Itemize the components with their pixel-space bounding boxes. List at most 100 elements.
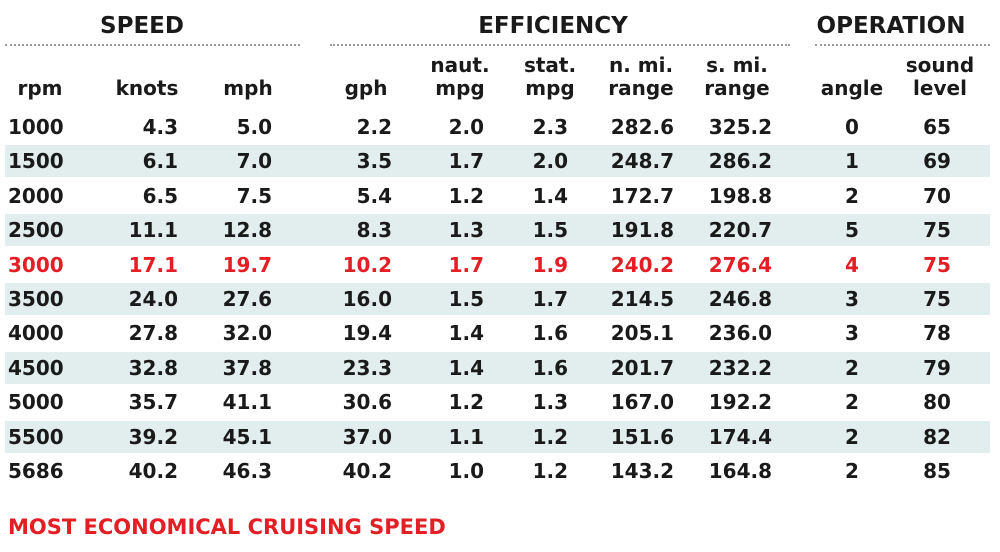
column-header: stat. xyxy=(523,53,577,77)
cell: 191.8 xyxy=(610,218,674,243)
cell: 3500 xyxy=(8,287,64,311)
cell: 1.1 xyxy=(448,424,484,449)
cell: 5.0 xyxy=(236,115,272,139)
cell: 240.2 xyxy=(610,252,674,277)
cell: 3 xyxy=(845,321,859,346)
cell: 1 xyxy=(845,149,859,174)
cell: 5686 xyxy=(8,459,64,483)
column-header: mpg xyxy=(435,76,485,100)
cell: 2 xyxy=(845,355,859,380)
cell: 78 xyxy=(923,321,951,346)
cell: 0 xyxy=(845,115,859,139)
cell: 3.5 xyxy=(356,149,392,174)
cell: 201.7 xyxy=(610,355,674,380)
cell: 4000 xyxy=(8,321,64,346)
cell: 172.7 xyxy=(610,183,674,208)
cell: 1.4 xyxy=(448,321,484,346)
cell: 143.2 xyxy=(610,459,674,483)
cell: 2 xyxy=(845,183,859,208)
cell: 8.3 xyxy=(356,218,392,243)
column-header: gph xyxy=(344,76,388,100)
cell: 1.6 xyxy=(532,355,568,380)
column-header: angle xyxy=(820,76,884,100)
cell: 39.2 xyxy=(128,424,178,449)
cell: 1000 xyxy=(8,115,64,139)
cell: 6.5 xyxy=(142,183,178,208)
cell: 192.2 xyxy=(708,390,772,415)
row-band xyxy=(5,214,990,247)
cell: 5000 xyxy=(8,390,64,415)
cell: 1.0 xyxy=(448,459,484,483)
cell: 1.5 xyxy=(532,218,568,243)
cell: 1.3 xyxy=(448,218,484,243)
cell: 27.6 xyxy=(222,287,272,311)
cell: 3 xyxy=(845,287,859,311)
cell: 4.3 xyxy=(142,115,178,139)
cell: 1.7 xyxy=(448,149,484,174)
cell: 70 xyxy=(923,183,951,208)
cell: 151.6 xyxy=(610,424,674,449)
cell: 82 xyxy=(923,424,951,449)
cell: 325.2 xyxy=(708,115,772,139)
row-band xyxy=(5,351,990,384)
cell: 10.2 xyxy=(342,252,392,277)
cell: 30.6 xyxy=(342,390,392,415)
cell: 167.0 xyxy=(610,390,674,415)
group-rule xyxy=(815,44,990,46)
cell: 23.3 xyxy=(342,355,392,380)
cell: 19.7 xyxy=(222,252,272,277)
cell: 248.7 xyxy=(610,149,674,174)
cell: 6.1 xyxy=(142,149,178,174)
column-header: sound xyxy=(905,53,975,77)
cell: 1.5 xyxy=(448,287,484,311)
cell: 2.3 xyxy=(532,115,568,139)
cell: 40.2 xyxy=(128,459,178,483)
cell: 214.5 xyxy=(610,287,674,311)
column-header: rpm xyxy=(17,76,63,100)
cell: 27.8 xyxy=(128,321,178,346)
cell: 2 xyxy=(845,390,859,415)
cell: 205.1 xyxy=(610,321,674,346)
cell: 4 xyxy=(845,252,859,277)
cell: 3000 xyxy=(8,252,64,277)
column-header: mph xyxy=(223,76,273,100)
cell: 35.7 xyxy=(128,390,178,415)
column-header: range xyxy=(608,76,674,100)
cell: 1.2 xyxy=(448,390,484,415)
cell: 37.8 xyxy=(222,355,272,380)
cell: 2500 xyxy=(8,218,64,243)
cell: 1.4 xyxy=(448,355,484,380)
cell: 5 xyxy=(845,218,859,243)
cell: 164.8 xyxy=(708,459,772,483)
group-header: SPEED xyxy=(100,13,184,39)
cell: 75 xyxy=(923,287,951,311)
column-header: level xyxy=(913,76,967,100)
column-header: n. mi. xyxy=(608,53,674,77)
cell: 1.7 xyxy=(448,252,484,277)
column-header: naut. xyxy=(430,53,490,77)
cell: 2.0 xyxy=(448,115,484,139)
cell: 32.0 xyxy=(222,321,272,346)
cell: 79 xyxy=(923,355,951,380)
row-band xyxy=(5,283,990,315)
column-header: knots xyxy=(115,76,179,100)
cell: 69 xyxy=(923,149,951,174)
cell: 2000 xyxy=(8,183,64,208)
cell: 2 xyxy=(845,459,859,483)
cell: 1.2 xyxy=(532,459,568,483)
cell: 2.2 xyxy=(356,115,392,139)
cell: 2 xyxy=(845,424,859,449)
cell: 65 xyxy=(923,115,951,139)
cell: 282.6 xyxy=(610,115,674,139)
group-header: EFFICIENCY xyxy=(478,13,628,39)
cell: 1.7 xyxy=(532,287,568,311)
cell: 220.7 xyxy=(708,218,772,243)
cell: 174.4 xyxy=(708,424,772,449)
column-header: s. mi. xyxy=(706,53,768,77)
cell: 32.8 xyxy=(128,355,178,380)
cell: 1.2 xyxy=(532,424,568,449)
cell: 24.0 xyxy=(128,287,178,311)
cell: 17.1 xyxy=(128,252,178,277)
group-header: OPERATION xyxy=(816,13,966,39)
